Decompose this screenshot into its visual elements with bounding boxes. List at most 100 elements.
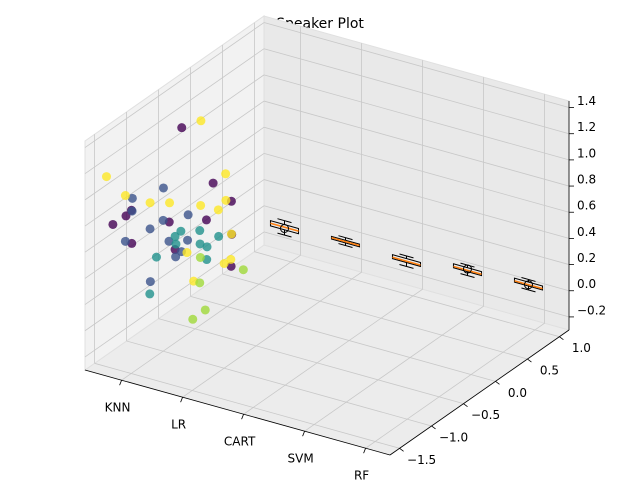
median [392, 256, 421, 266]
point [164, 236, 174, 246]
point [201, 215, 211, 225]
grid-line [263, 100, 570, 187]
point [221, 169, 231, 179]
point [108, 219, 118, 229]
point [121, 211, 131, 221]
grid-line [84, 126, 265, 253]
y-axis [389, 329, 570, 456]
y-tick-label: 0.5 [540, 364, 559, 378]
z-tick-label: 0.0 [577, 277, 596, 291]
point [120, 236, 130, 246]
whisker-cap [399, 253, 414, 259]
grid-line [84, 22, 265, 148]
point [171, 239, 181, 249]
whisker-cap [277, 218, 292, 224]
x-tick-label: KNN [105, 401, 131, 415]
x-tick [180, 397, 183, 403]
point [145, 224, 155, 234]
grid-line [254, 251, 560, 338]
point [182, 248, 192, 258]
point [183, 235, 193, 245]
y-tick-label: 0.0 [508, 386, 527, 400]
grid-line [84, 100, 265, 227]
point [213, 205, 223, 215]
point [145, 198, 155, 208]
grid-line [126, 340, 432, 427]
point [120, 191, 130, 201]
x-tick-label: RF [354, 469, 369, 480]
grid-line [84, 231, 265, 358]
point [170, 231, 180, 241]
point [195, 226, 205, 236]
box [452, 263, 483, 277]
point [195, 252, 205, 262]
grid-line [222, 273, 528, 360]
grid-line [263, 231, 570, 318]
y-tick-label: −1.5 [407, 453, 436, 467]
point [158, 215, 168, 225]
z-tick-label: −0.2 [577, 303, 606, 317]
point [127, 193, 137, 203]
y-tick [495, 381, 500, 385]
grid-line [263, 48, 570, 135]
z-tick-label: 0.4 [577, 225, 596, 239]
point [145, 277, 155, 287]
point [151, 252, 161, 262]
grid-line [158, 318, 464, 405]
grid-line [263, 22, 570, 108]
grid-line [94, 362, 400, 449]
grid-line [263, 205, 570, 292]
grid-line [121, 254, 301, 381]
point [145, 289, 155, 299]
point [226, 254, 236, 264]
point [195, 278, 205, 288]
z-tick-label: 0.2 [577, 251, 596, 265]
box [269, 220, 300, 235]
whisker-cap [338, 243, 353, 248]
y-tick [559, 336, 564, 341]
x-tick [119, 380, 122, 386]
point [196, 200, 206, 210]
z-tick-label: 1.2 [577, 120, 596, 134]
point [195, 239, 205, 249]
y-tick [527, 358, 532, 363]
median [514, 280, 543, 290]
z-tick-label: 0.8 [577, 173, 596, 187]
point [183, 210, 193, 220]
z-tick-label: 1.4 [577, 94, 596, 108]
grid-line [263, 179, 570, 265]
box [330, 235, 361, 248]
flier [462, 264, 472, 274]
y-tick-label: 1.0 [572, 341, 591, 355]
whisker-cap [521, 277, 536, 282]
grid-line [182, 271, 362, 398]
whisker-cap [460, 273, 475, 279]
grid-line [365, 322, 545, 449]
point [176, 226, 186, 236]
median [331, 236, 360, 247]
point [226, 261, 236, 271]
grid-line [304, 305, 484, 432]
grid-line [84, 153, 265, 279]
median [453, 265, 482, 275]
x-tick [241, 414, 244, 420]
z-tick-label: 0.6 [577, 199, 596, 213]
grid-line [84, 74, 265, 201]
grid-line [243, 288, 423, 415]
x-tick-label: CART [224, 435, 256, 449]
point [219, 258, 229, 268]
box [513, 277, 544, 291]
whisker-cap [277, 232, 292, 238]
point [188, 314, 198, 324]
grid-line [263, 74, 570, 161]
point [196, 116, 206, 126]
point [158, 183, 168, 193]
grid-line [263, 153, 570, 239]
point [200, 305, 210, 315]
point [221, 195, 231, 205]
y-tick-label: −0.5 [471, 408, 500, 422]
box [391, 254, 422, 268]
grid-line [190, 295, 496, 382]
point [127, 206, 137, 216]
x-tick [302, 431, 305, 437]
